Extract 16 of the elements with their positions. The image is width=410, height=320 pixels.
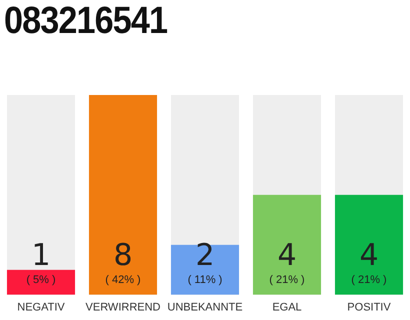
x-tick-label: POSITIV: [347, 301, 392, 314]
annotation: ( 21% ): [269, 274, 305, 286]
x-tick-label: EGAL: [272, 301, 302, 314]
annotation: ( 21% ): [351, 274, 387, 286]
x-tick-label: NEGATIV: [17, 301, 66, 314]
annotation: ( 11% ): [188, 274, 222, 286]
chart-title: 083216541: [4, 0, 168, 43]
data-label: 1: [31, 238, 51, 273]
data-label: 4: [359, 238, 379, 273]
annotation: ( 5% ): [26, 274, 56, 286]
annotation: ( 42% ): [105, 274, 141, 286]
data-label: 8: [113, 238, 133, 273]
x-tick-label: UNBEKANNTE: [167, 301, 243, 314]
data-label: 2: [195, 238, 215, 273]
data-label: 4: [277, 238, 297, 273]
x-tick-label: VERWIRREND: [86, 301, 161, 314]
